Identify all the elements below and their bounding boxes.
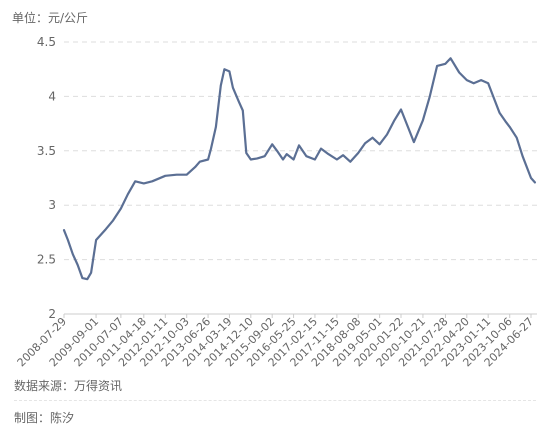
unit-label: 单位：元/公斤	[12, 11, 89, 25]
y-tick-label: 2.5	[37, 253, 56, 267]
source-label: 数据来源：万得资讯	[14, 379, 123, 393]
y-tick-label: 4.5	[37, 35, 56, 49]
y-tick-label: 3	[48, 198, 56, 212]
y-tick-label: 4	[48, 89, 56, 103]
series-line	[62, 57, 536, 281]
author-label: 制图：陈汐	[14, 411, 75, 425]
y-axis-tick-labels: 4.5 4 3.5 3 2.5 2	[37, 35, 56, 321]
y-tick-label: 2	[48, 307, 56, 321]
grid-lines	[64, 41, 537, 261]
y-tick-label: 3.5	[37, 144, 56, 158]
x-axis-tick-labels: 2008-07-292009-09-012010-07-072011-04-18…	[15, 314, 536, 369]
divider	[14, 400, 536, 401]
